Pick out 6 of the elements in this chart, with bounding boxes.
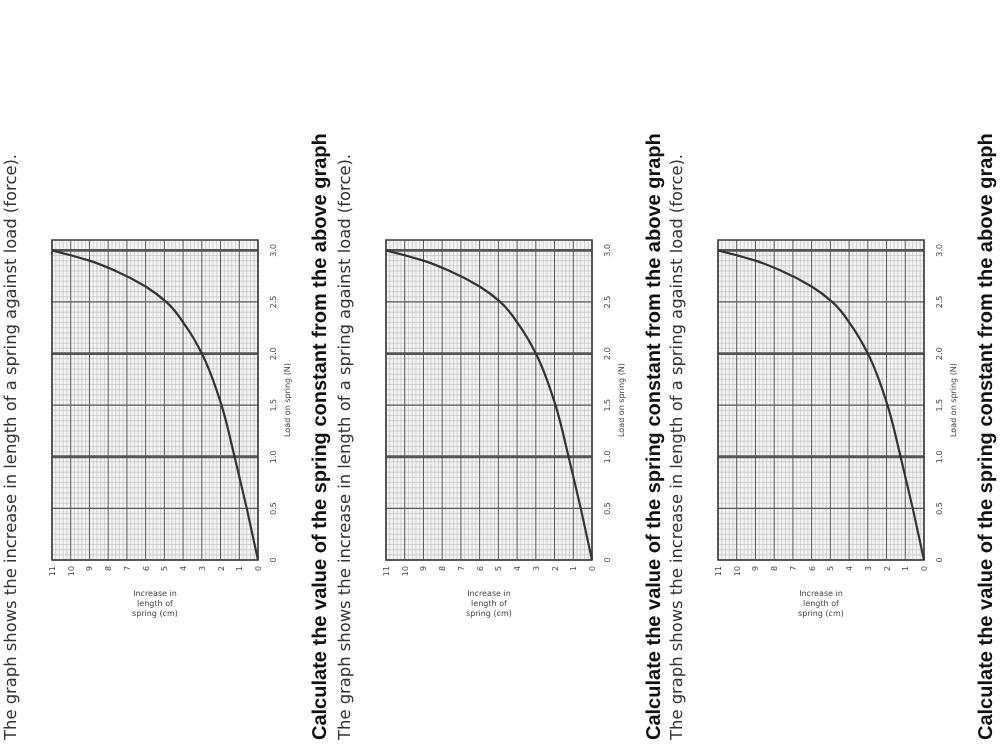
text: The graph shows the increase in length of a spring against load (force). — [0, 153, 20, 742]
text: Calculate the value of the spring constant from the above graph — [976, 133, 998, 740]
text: Calculate the value of the spring constant from the above graph — [644, 133, 666, 740]
text: The graph shows the increase in length of a spring against load (force). — [666, 153, 686, 742]
text: Calculate the value of the spring constant from the above graph — [310, 133, 332, 740]
text: The graph shows the increase in length of a spring against load (force). — [334, 153, 354, 742]
